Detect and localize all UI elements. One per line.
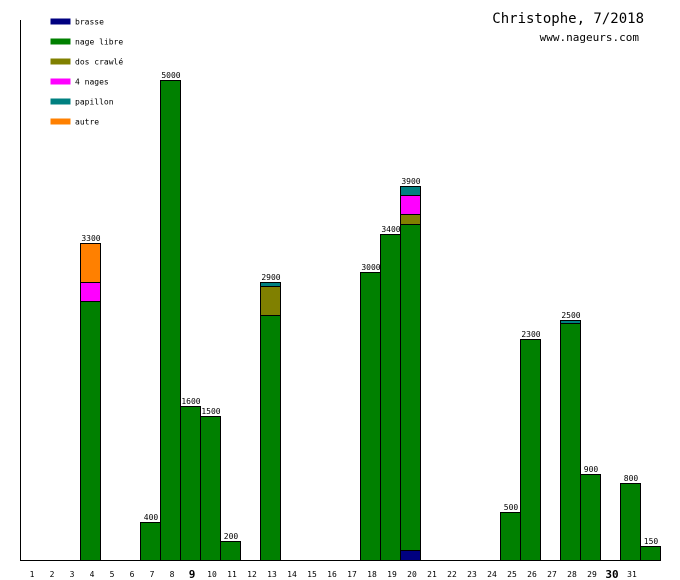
x-tick-day-9: 9 [189,568,196,580]
legend-swatch-dos-crawl- [50,58,71,65]
legend: brasse nage libre dos crawlé 4 nages papillo… [50,18,123,127]
x-tick-day-27: 27 [547,570,557,579]
bar-day-12-dos-crawl- [260,286,281,316]
x-tick-day-14: 14 [287,570,297,579]
x-tick-labels: 1 2 3 4 5 6 7 8 9 10 11 12 13 14 15 16 17 18 19 20 21 22 23 24 2… [30,568,637,580]
bar-total-day-30: 800 [624,474,639,483]
x-tick-day-20: 20 [407,570,417,579]
x-tick-day-8: 8 [170,570,175,579]
bar-total-day-7: 5000 [161,71,180,80]
legend-label-autre: autre [75,118,99,127]
bar-day-8-nage-libre [180,406,201,561]
x-tick-day-6: 6 [130,570,135,579]
x-tick-day-21: 21 [427,570,437,579]
bar-total-day-24: 500 [504,503,519,512]
x-tick-day-22: 22 [447,570,457,579]
legend-swatch-4-nages [50,78,71,85]
bar-day-19-brasse [400,550,421,561]
bar-day-28-nage-libre [580,474,601,561]
bar-day-17-nage-libre [360,272,381,561]
bar-day-3-4-nages [80,282,101,302]
x-tick-day-10: 10 [207,570,217,579]
bars [80,80,661,561]
x-tick-day-30: 30 [605,568,618,580]
bar-day-27-papillon [560,320,581,324]
bar-day-30-nage-libre [620,483,641,561]
bar-total-day-27: 2500 [561,311,580,320]
bar-total-day-3: 3300 [81,234,100,243]
chart-subtitle: www.nageurs.com [540,31,640,44]
x-tick-day-2: 2 [50,570,55,579]
legend-swatch-brasse [50,18,71,25]
bar-day-25-nage-libre [520,339,541,561]
bar-day-12-papillon [260,282,281,287]
x-tick-day-19: 19 [387,570,397,579]
bar-day-6-nage-libre [140,522,161,561]
x-tick-day-13: 13 [267,570,277,579]
x-tick-day-5: 5 [110,570,115,579]
bar-total-day-9: 1500 [201,407,220,416]
x-tick-day-31: 31 [627,570,637,579]
bar-day-19-papillon [400,186,421,196]
bar-total-day-18: 3400 [381,225,400,234]
x-tick-day-23: 23 [467,570,477,579]
x-tick-day-18: 18 [367,570,377,579]
bar-day-3-autre [80,243,101,283]
x-tick-day-29: 29 [587,570,597,579]
bar-day-31-nage-libre [640,546,661,561]
bar-total-day-6: 400 [144,513,159,522]
x-tick-day-28: 28 [567,570,577,579]
bar-total-day-19: 3900 [401,177,420,186]
bar-day-7-nage-libre [160,80,181,561]
x-tick-day-1: 1 [30,570,35,579]
x-tick-day-4: 4 [90,570,95,579]
bar-day-3-nage-libre [80,301,101,561]
chart-title: Christophe, 7/2018 [492,11,644,27]
bar-day-19-4-nages [400,195,421,215]
legend-label-4-nages: 4 nages [75,78,109,87]
legend-label-dos-crawl-: dos crawlé [75,57,123,67]
bar-total-day-12: 2900 [261,273,280,282]
bar-total-day-17: 3000 [361,263,380,272]
x-tick-day-17: 17 [347,570,357,579]
bar-day-24-nage-libre [500,512,521,561]
x-tick-day-7: 7 [150,570,155,579]
legend-swatch-nage-libre [50,38,71,45]
bar-day-27-nage-libre [560,323,581,561]
legend-label-brasse: brasse [75,18,104,27]
legend-swatch-autre [50,118,71,125]
bar-total-day-10: 200 [224,532,239,541]
bar-day-19-nage-libre [400,224,421,551]
bar-total-day-8: 1600 [181,397,200,406]
bar-total-day-31: 150 [644,537,659,546]
x-tick-day-24: 24 [487,570,497,579]
x-tick-day-11: 11 [227,570,237,579]
x-tick-day-15: 15 [307,570,317,579]
bar-total-day-25: 2300 [521,330,540,339]
bar-total-day-28: 900 [584,465,599,474]
x-tick-day-3: 3 [70,570,75,579]
x-tick-day-25: 25 [507,570,517,579]
bar-day-9-nage-libre [200,416,221,561]
legend-label-papillon: papillon [75,98,114,107]
bar-day-12-nage-libre [260,315,281,561]
bar-day-18-nage-libre [380,234,401,561]
legend-swatch-papillon [50,98,71,105]
legend-label-nage-libre: nage libre [75,38,123,47]
bar-day-10-nage-libre [220,541,241,561]
bar-day-19-dos-crawl- [400,214,421,225]
x-tick-day-16: 16 [327,570,337,579]
x-tick-day-26: 26 [527,570,537,579]
x-tick-day-12: 12 [247,570,257,579]
